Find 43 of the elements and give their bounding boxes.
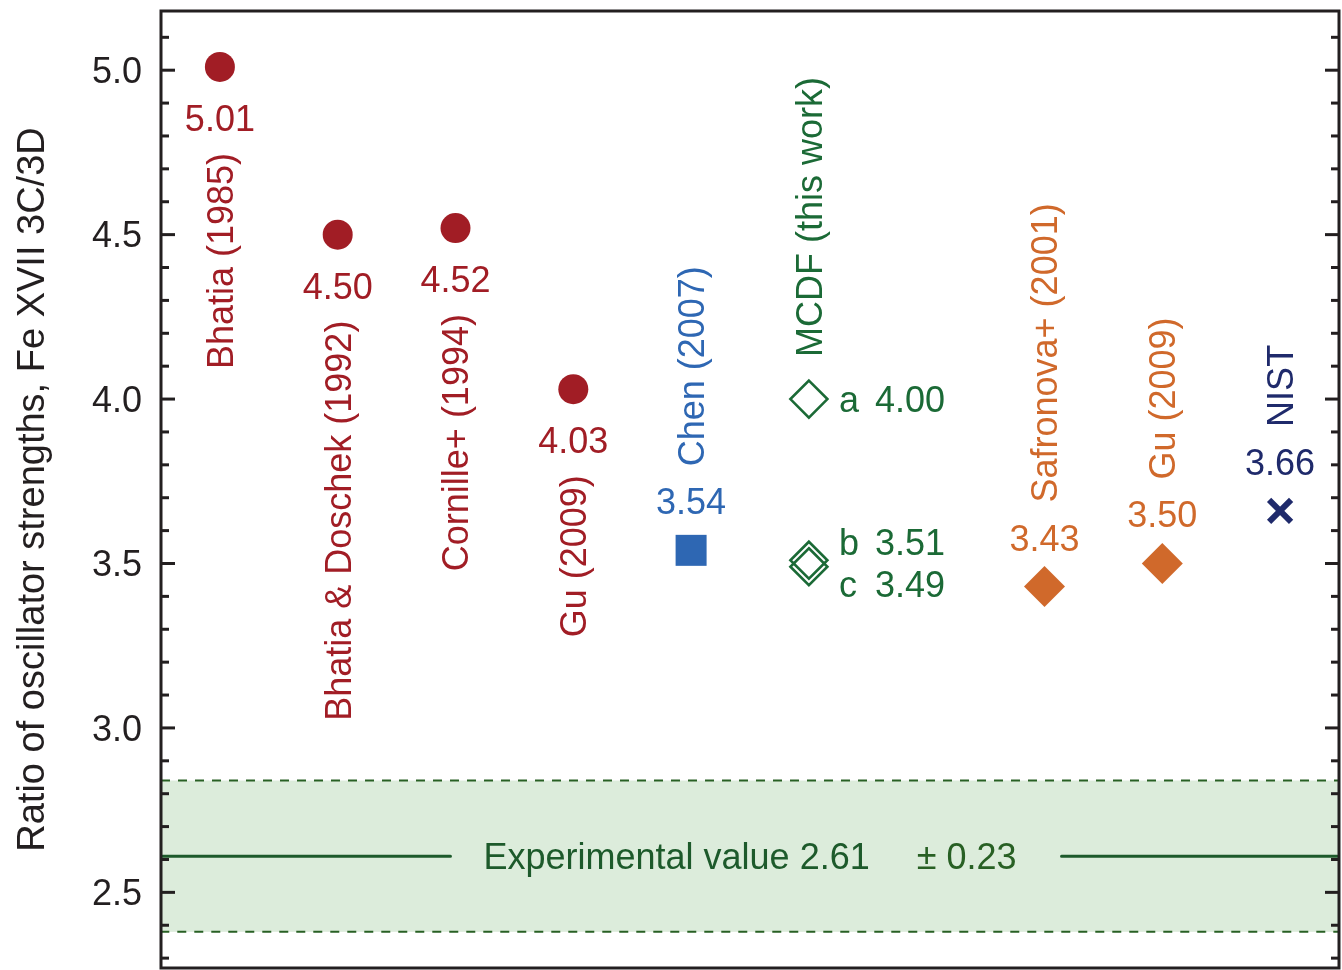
point [1266,496,1295,525]
point [558,374,589,405]
point [1141,542,1183,584]
series-label: b [838,522,859,564]
data-label: 3.51 [874,522,945,564]
y-tick-label: 4.5 [91,214,142,256]
data-label: 3.49 [874,564,945,606]
y-tick-label: 3.0 [91,707,142,749]
series-label: c [838,564,857,606]
x-tick-label: Gu (2009) [553,475,595,638]
point [789,379,829,419]
x-tick-label: Bhatia (1985) [199,152,241,370]
y-tick-label: 3.5 [91,543,142,585]
point [204,51,235,82]
point [440,213,471,244]
point [1024,566,1065,608]
point [322,219,353,250]
y-tick-label: 4.0 [91,378,142,420]
series-label: a [838,379,860,421]
ref-line-label: Experimental value 2.61 [483,836,870,878]
point [675,534,707,566]
x-tick-label: Cornille+ (1994) [435,314,477,572]
y-tick-label: 2.5 [91,871,142,913]
data-label: 3.50 [1127,494,1198,536]
y-axis-title: Ratio of oscillator strengths, Fe XVII 3C/3D [10,127,52,852]
data-label: 3.66 [1245,441,1316,483]
x-tick-label: MCDF (this work) [788,77,830,358]
x-tick-label: Gu (2009) [1142,317,1184,480]
y-tick-label: 5.0 [91,49,142,91]
point [789,546,829,587]
data-label: 5.01 [184,97,255,139]
x-tick-label: NIST [1260,344,1302,427]
data-label: 4.50 [302,265,373,307]
x-tick-label: Safronova+ (2001) [1024,203,1066,503]
data-label: 3.54 [656,481,727,523]
point [789,540,829,581]
data-label: 4.00 [874,379,945,421]
data-label: 4.03 [538,420,609,462]
band-label: ± 0.23 [916,836,1017,878]
x-tick-label: Chen (2007) [671,266,713,467]
x-tick-label: Bhatia & Doschek (1992) [317,320,359,721]
data-label: 4.52 [420,259,491,301]
data-label: 3.43 [1009,517,1080,559]
